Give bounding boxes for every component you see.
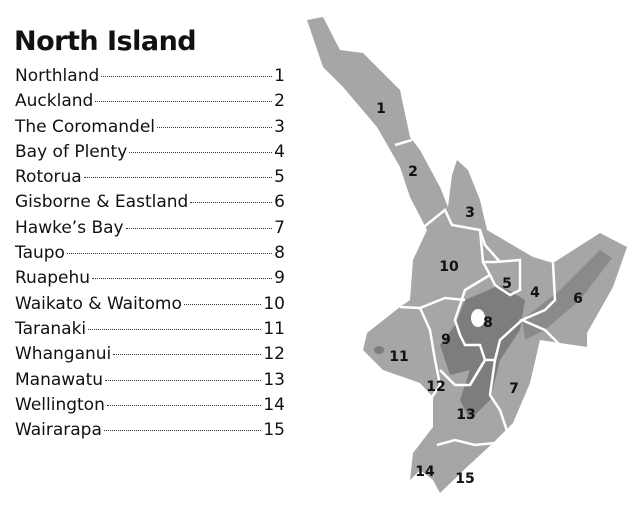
land-mass — [307, 17, 627, 493]
region-number: 15 — [263, 420, 285, 441]
map-region-label: 1 — [376, 101, 386, 117]
dot-leader — [105, 379, 262, 381]
region-index-row: Gisborne & Eastland 6 — [15, 192, 285, 217]
map-region-label: 3 — [465, 205, 475, 221]
map-region-label: 11 — [389, 349, 408, 365]
region-number: 9 — [274, 268, 285, 289]
region-name: Auckland — [15, 91, 94, 112]
dot-leader — [95, 101, 273, 103]
region-index-row: Hawke’s Bay 7 — [15, 218, 285, 243]
region-index-row: Manawatu 13 — [15, 370, 285, 395]
map-region-label: 2 — [408, 164, 418, 180]
region-index-row: Wairarapa 15 — [15, 420, 285, 445]
dot-leader — [103, 430, 262, 432]
region-index-row: Bay of Plenty 4 — [15, 142, 285, 167]
region-name: Manawatu — [15, 369, 104, 390]
map-region-label: 9 — [441, 332, 451, 348]
map-region-label: 14 — [415, 464, 435, 480]
dot-leader — [92, 278, 273, 280]
region-number: 4 — [274, 141, 285, 162]
region-number: 7 — [274, 217, 285, 238]
region-index-row: Waikato & Waitomo 10 — [15, 294, 285, 319]
map-region-label: 13 — [456, 407, 475, 423]
region-number: 3 — [274, 116, 285, 137]
region-name: The Coromandel — [15, 116, 156, 137]
eastern-ranges-shading — [522, 250, 612, 340]
map-region-label: 15 — [455, 471, 474, 487]
region-name: Whanganui — [15, 344, 112, 365]
region-name: Waikato & Waitomo — [15, 293, 182, 314]
region-name: Gisborne & Eastland — [15, 192, 189, 213]
mount-taranaki — [374, 346, 384, 354]
region-name: Ruapehu — [15, 268, 91, 289]
region-index-row: Ruapehu 9 — [15, 268, 285, 293]
region-index-row: The Coromandel 3 — [15, 117, 285, 142]
dot-leader — [88, 328, 262, 330]
map-region-label: 8 — [483, 315, 493, 331]
region-index-row: Auckland 2 — [15, 91, 285, 116]
dot-leader — [190, 202, 273, 204]
lake-taupo — [471, 309, 485, 327]
region-index-row: Wellington 14 — [15, 395, 285, 420]
region-index-row: Rotorua 5 — [15, 167, 285, 192]
region-number: 11 — [263, 318, 285, 339]
region-number: 14 — [263, 394, 285, 415]
page-title: North Island — [14, 26, 197, 57]
region-number: 5 — [274, 167, 285, 188]
dot-leader — [106, 404, 262, 406]
region-name: Taupo — [15, 243, 65, 264]
region-index: Northland 1 Auckland 2 The Coromandel 3 Bay of… — [15, 66, 285, 445]
region-index-row: Taupo 8 — [15, 243, 285, 268]
region-number: 8 — [274, 243, 285, 264]
map-region-label: 10 — [439, 259, 459, 275]
dot-leader — [129, 151, 273, 153]
dot-leader — [125, 227, 273, 229]
dot-leader — [101, 76, 273, 77]
region-index-row: Northland 1 — [15, 66, 285, 91]
region-number: 2 — [274, 91, 285, 112]
region-name: Wellington — [15, 394, 105, 415]
region-index-row: Whanganui 12 — [15, 344, 285, 369]
region-name: Taranaki — [15, 318, 87, 339]
dot-leader — [183, 303, 262, 305]
region-name: Wairarapa — [15, 420, 102, 441]
region-number: 12 — [263, 344, 285, 365]
dot-leader — [113, 354, 262, 356]
map-region-label: 7 — [509, 381, 519, 397]
map-region-label: 4 — [530, 285, 540, 301]
region-number: 6 — [274, 192, 285, 213]
region-index-row: Taranaki 11 — [15, 319, 285, 344]
region-borders — [394, 138, 561, 447]
dot-leader — [157, 126, 273, 128]
dot-leader — [83, 177, 273, 179]
region-name: Rotorua — [15, 167, 82, 188]
region-name: Hawke’s Bay — [15, 217, 124, 238]
map-region-label: 12 — [426, 379, 445, 395]
region-number: 10 — [263, 293, 285, 314]
map-region-label: 5 — [502, 276, 512, 292]
dot-leader — [66, 253, 273, 255]
map-region-label: 6 — [573, 291, 583, 307]
region-name: Bay of Plenty — [15, 141, 128, 162]
region-number: 1 — [274, 66, 285, 86]
region-number: 13 — [263, 369, 285, 390]
region-name: Northland — [15, 66, 100, 86]
